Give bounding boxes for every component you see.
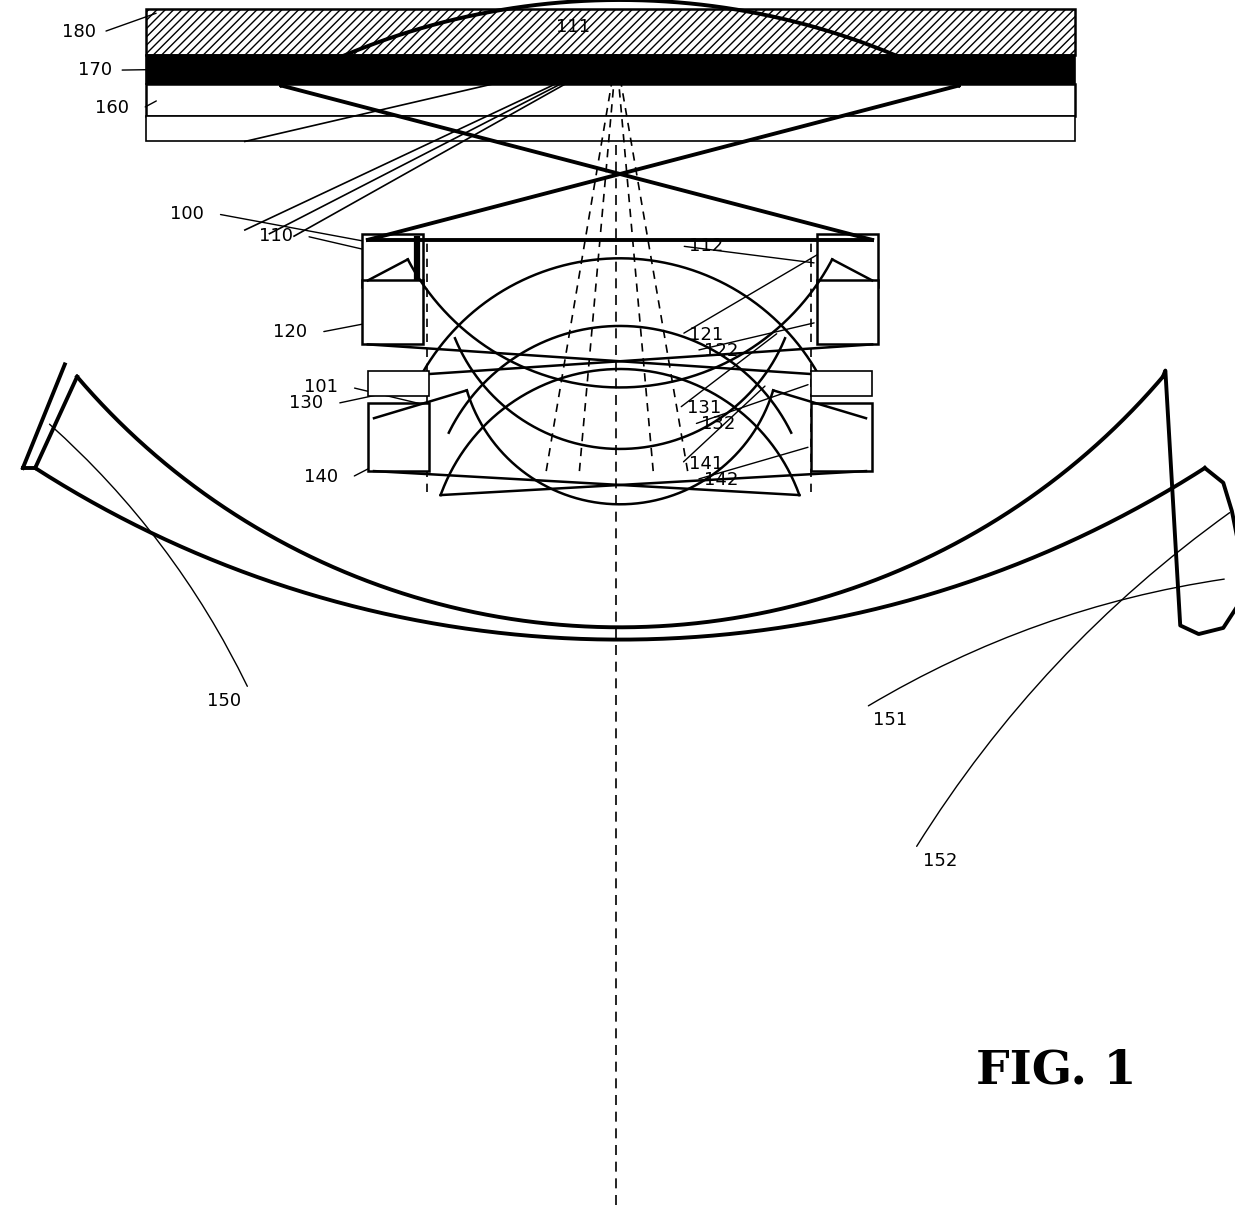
Text: 140: 140: [304, 469, 339, 486]
Text: 111: 111: [557, 18, 590, 36]
Text: 132: 132: [701, 416, 735, 433]
Bar: [146, 84, 1075, 116]
Text: 130: 130: [289, 395, 324, 412]
Text: 101: 101: [304, 379, 339, 396]
Bar: [146, 55, 1075, 84]
Bar: [811, 403, 872, 471]
Text: 120: 120: [273, 323, 308, 341]
Text: 112: 112: [689, 237, 723, 255]
Bar: [146, 9, 1075, 55]
Bar: [368, 403, 429, 471]
Bar: [811, 371, 872, 396]
Bar: [817, 280, 878, 344]
Text: 142: 142: [703, 471, 738, 488]
Bar: [362, 280, 423, 344]
Text: 131: 131: [687, 400, 720, 417]
Text: 122: 122: [703, 342, 738, 359]
Text: 180: 180: [62, 23, 95, 41]
Bar: [362, 234, 423, 287]
Text: 121: 121: [689, 326, 723, 343]
Bar: [368, 371, 429, 396]
Text: 100: 100: [170, 205, 203, 223]
Text: 160: 160: [95, 100, 129, 117]
Bar: [146, 116, 1075, 141]
Text: 170: 170: [78, 62, 112, 79]
Text: FIG. 1: FIG. 1: [976, 1047, 1137, 1093]
Text: 151: 151: [873, 711, 908, 728]
Text: 152: 152: [923, 852, 957, 870]
Text: 150: 150: [207, 692, 241, 710]
Bar: [817, 234, 878, 287]
Text: 110: 110: [259, 228, 293, 245]
Text: 141: 141: [689, 455, 723, 472]
